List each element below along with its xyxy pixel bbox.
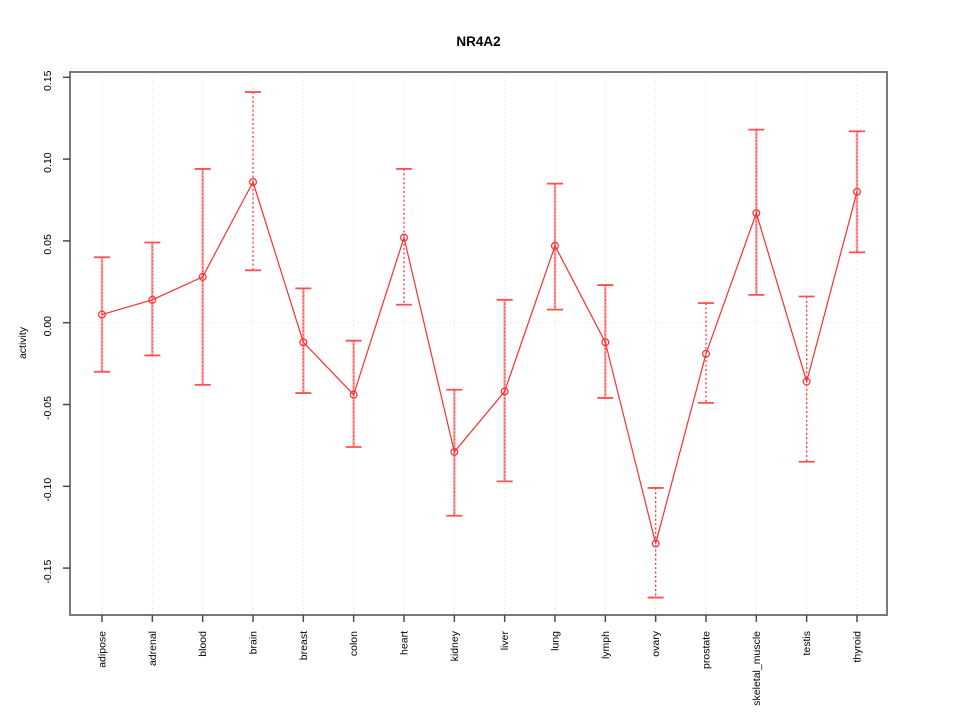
x-tick-label-blood: blood	[197, 631, 209, 657]
x-tick-label-adrenal: adrenal	[147, 631, 159, 666]
x-tick-label-skeletal_muscle: skeletal_muscle	[751, 631, 763, 706]
y-tick-label: 0.10	[42, 152, 54, 173]
series-line-activity	[101, 180, 858, 544]
x-tick-label-lymph: lymph	[600, 631, 612, 659]
data-point-prostate	[701, 349, 710, 358]
x-tick-label-kidney: kidney	[449, 630, 461, 661]
y-tick-label: 0.05	[42, 234, 54, 255]
x-tick-label-testis: testis	[801, 631, 813, 656]
data-point-colon	[349, 390, 358, 399]
data-point-skeletal_muscle	[752, 209, 761, 218]
y-tick-label: -0.15	[42, 559, 54, 583]
x-tick-label-liver: liver	[499, 631, 511, 651]
x-tick-label-brain: brain	[248, 631, 260, 655]
y-axis-label: activity	[17, 326, 29, 359]
data-point-thyroid	[852, 187, 861, 196]
data-point-heart	[400, 233, 409, 242]
data-point-breast	[299, 338, 308, 347]
data-point-lymph	[601, 338, 610, 347]
data-point-blood	[198, 272, 207, 281]
data-point-adrenal	[148, 295, 157, 304]
y-tick-label: 0.00	[42, 316, 54, 337]
data-point-lung	[550, 241, 559, 250]
y-tick-label: 0.15	[42, 70, 54, 91]
data-point-liver	[500, 387, 509, 396]
x-tick-label-ovary: ovary	[650, 630, 662, 656]
data-point-ovary	[651, 539, 660, 548]
x-tick-label-lung: lung	[550, 631, 562, 651]
data-point-adipose	[97, 310, 106, 319]
data-point-kidney	[450, 447, 459, 456]
x-tick-label-heart: heart	[399, 631, 411, 655]
y-tick-label: -0.05	[42, 396, 54, 420]
chart-title: NR4A2	[456, 34, 500, 49]
x-tick-label-adipose: adipose	[97, 631, 109, 668]
data-point-testis	[802, 377, 811, 386]
plot-border-box	[69, 71, 888, 616]
x-tick-label-prostate: prostate	[701, 631, 713, 669]
y-tick-label: -0.10	[42, 478, 54, 502]
x-tick-label-thyroid: thyroid	[852, 631, 864, 663]
x-tick-label-colon: colon	[348, 631, 360, 656]
data-point-brain	[249, 178, 258, 187]
x-tick-label-breast: breast	[298, 631, 310, 660]
